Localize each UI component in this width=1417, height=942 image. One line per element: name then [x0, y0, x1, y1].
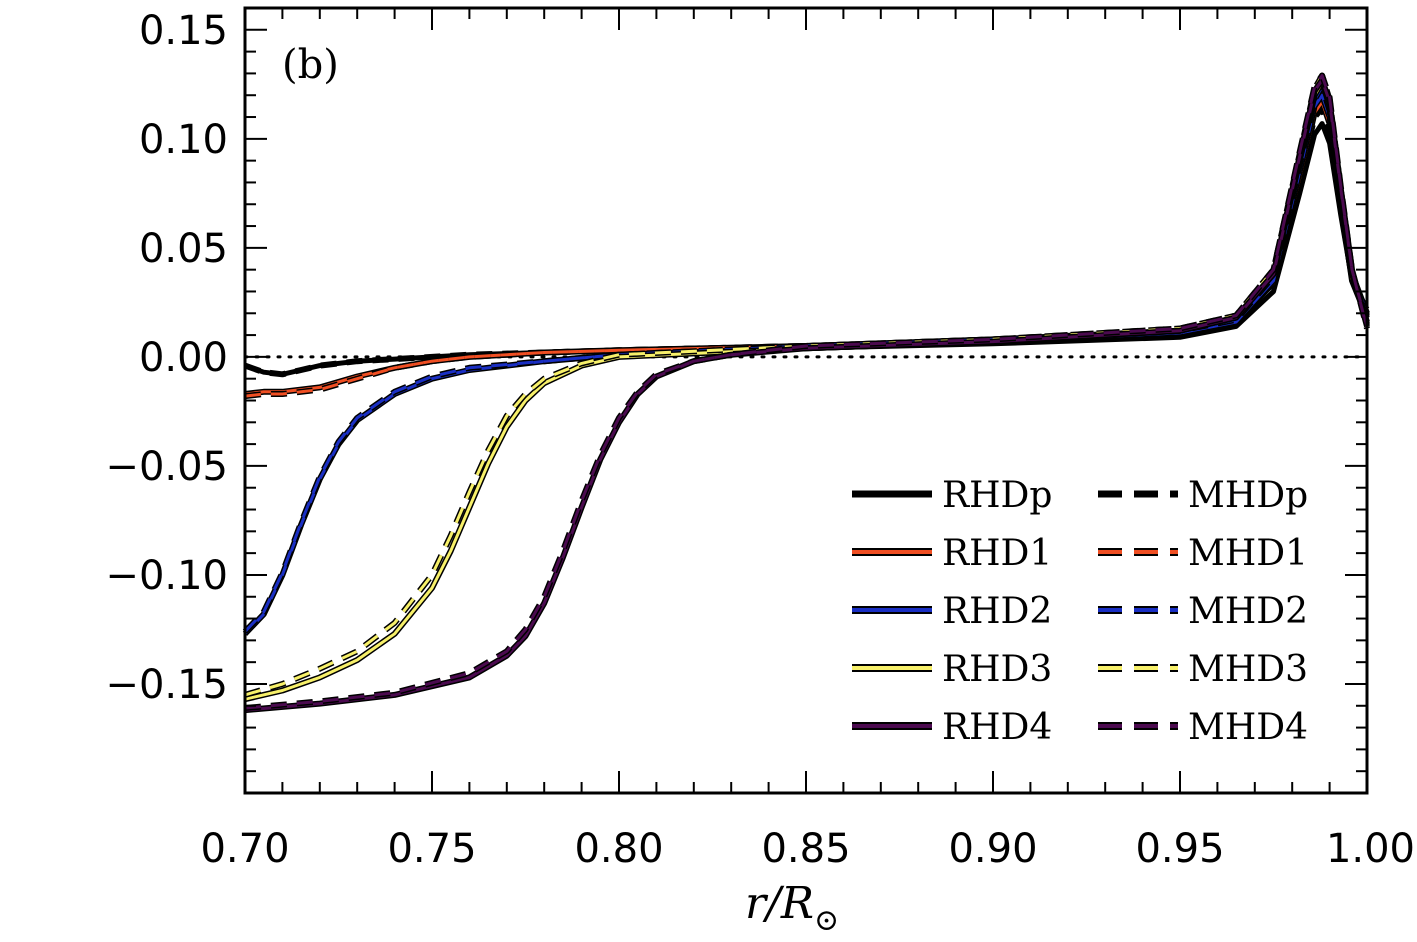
- x-tick-label: 0.85: [761, 826, 850, 872]
- legend-entry-mhd1: MHD1: [1098, 533, 1308, 574]
- legend-entry-rhd3: RHD3: [852, 649, 1052, 690]
- y-tick-label: 0.00: [139, 335, 228, 381]
- legend-entry-mhd2: MHD2: [1098, 591, 1308, 632]
- legend-label: RHD4: [942, 707, 1052, 748]
- legend-entry-rhd2: RHD2: [852, 591, 1052, 632]
- y-tick-label: −0.15: [105, 662, 228, 708]
- y-tick-label: −0.05: [105, 444, 228, 490]
- legend-entry-mhd3: MHD3: [1098, 649, 1308, 690]
- ticks-layer: [244, 7, 1368, 793]
- series-line-mhdp: [244, 106, 1369, 376]
- series-line-mhd4: [244, 74, 1369, 710]
- x-tick-label: 0.75: [387, 826, 476, 872]
- legend-entry-mhd4: MHD4: [1098, 707, 1308, 748]
- series-layer: [242, 72, 1370, 714]
- legend-label: RHD2: [942, 591, 1052, 632]
- legend-label: MHDp: [1188, 475, 1308, 516]
- legend-label: RHD3: [942, 649, 1052, 690]
- x-tick-label: 0.70: [200, 826, 289, 872]
- x-tick-label: 0.80: [574, 826, 663, 872]
- x-tick-label: 0.90: [948, 826, 1037, 872]
- legend-entry-rhd1: RHD1: [852, 533, 1052, 574]
- y-tick-label: 0.15: [139, 8, 228, 54]
- series-line-rhdp: [244, 121, 1370, 377]
- legend-entry-rhdp: RHDp: [852, 475, 1052, 516]
- legend-label: RHDp: [942, 475, 1052, 516]
- panel-label: (b): [282, 42, 339, 88]
- tick-labels-layer: 0.70 0.75 0.80 0.85 0.90 0.95 1.00 0.15 0.10 0.05…: [105, 8, 1415, 872]
- y-tick-label: 0.10: [139, 117, 228, 163]
- legend-entry-mhdp: MHDp: [1098, 475, 1308, 516]
- legend-label: RHD1: [942, 533, 1052, 574]
- legend-label: MHD2: [1188, 591, 1308, 632]
- x-tick-label: 0.95: [1135, 826, 1224, 872]
- legend-label: MHD4: [1188, 707, 1308, 748]
- y-tick-label: 0.05: [139, 226, 228, 272]
- x-axis-title-subscript: ⊙: [814, 903, 839, 938]
- y-tick-label: −0.10: [105, 553, 228, 599]
- x-tick-label: 1.00: [1326, 826, 1415, 872]
- legend-label: MHD1: [1188, 533, 1308, 574]
- legend-entry-rhd4: RHD4: [852, 707, 1052, 748]
- legend-label: MHD3: [1188, 649, 1308, 690]
- x-axis-title: r/R⊙: [745, 878, 839, 938]
- legend: RHDp RHD1 RHD2 RHD3 RHD4 MHDp MHD1 MHD2 MHD3 MHD4: [852, 475, 1308, 748]
